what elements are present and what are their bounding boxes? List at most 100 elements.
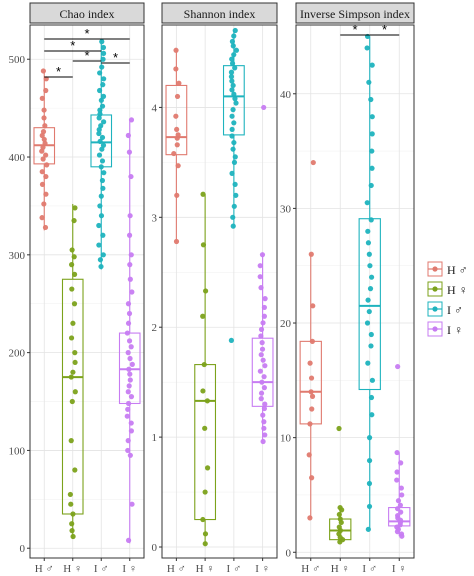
data-point — [307, 421, 313, 427]
data-point — [230, 146, 236, 152]
data-point — [126, 366, 132, 372]
data-point — [72, 467, 78, 473]
data-point — [72, 389, 78, 395]
data-point — [67, 491, 73, 498]
data-point — [126, 149, 133, 155]
data-point — [261, 304, 268, 311]
data-point — [364, 320, 371, 326]
data-point — [176, 80, 182, 86]
data-point — [394, 449, 400, 456]
data-point — [229, 60, 236, 67]
data-point — [200, 388, 206, 394]
data-point — [127, 452, 133, 458]
data-point — [127, 262, 133, 268]
y-tick-label: 400 — [9, 152, 26, 164]
x-tick-label: I ♀ — [122, 563, 137, 575]
data-point — [230, 214, 236, 220]
strip-header — [29, 2, 145, 24]
data-point — [40, 68, 46, 74]
data-point — [200, 313, 206, 319]
data-point — [366, 79, 372, 85]
data-point — [99, 177, 106, 184]
box-group-3 — [358, 33, 381, 532]
data-point — [128, 252, 134, 258]
data-point — [129, 361, 135, 367]
data-point — [336, 425, 342, 432]
data-point — [399, 492, 405, 498]
data-point — [230, 43, 236, 49]
data-point — [232, 181, 238, 187]
data-point — [228, 74, 235, 80]
data-point — [395, 498, 402, 504]
data-point — [40, 144, 46, 150]
data-point — [308, 389, 314, 395]
data-point — [127, 371, 133, 377]
data-point — [72, 350, 78, 356]
data-point — [175, 132, 181, 138]
data-point — [97, 111, 103, 117]
data-point — [97, 87, 103, 94]
data-point — [262, 363, 268, 369]
data-point — [261, 104, 267, 111]
plot-background — [296, 25, 414, 558]
y-tick-label: 20 — [280, 318, 292, 330]
legend-label: I ♀ — [447, 323, 463, 337]
box-group-4 — [388, 363, 411, 539]
legend-label: H ♀ — [447, 283, 468, 297]
data-point — [258, 285, 264, 291]
data-point — [258, 326, 265, 333]
data-point — [101, 76, 107, 82]
x-tick-label: I ♂ — [94, 563, 109, 575]
data-point — [368, 331, 374, 338]
legend-item-2: H ♀ — [427, 281, 468, 297]
data-point — [397, 502, 403, 508]
data-point — [127, 377, 133, 383]
data-point — [230, 223, 236, 229]
data-point — [229, 87, 235, 93]
data-point — [128, 117, 135, 123]
data-point — [230, 107, 236, 113]
data-point — [72, 359, 78, 366]
box-iqr — [165, 84, 188, 156]
data-point — [261, 405, 268, 412]
data-point — [125, 132, 131, 139]
data-point — [204, 465, 211, 471]
data-point — [365, 360, 371, 366]
data-point — [261, 313, 267, 319]
data-point — [336, 511, 342, 518]
data-point — [369, 148, 375, 154]
data-point — [127, 213, 133, 219]
legend-item-3: I ♂ — [427, 301, 463, 317]
data-point — [69, 286, 75, 292]
data-point — [98, 97, 104, 103]
data-point — [39, 148, 45, 154]
data-point — [99, 158, 106, 164]
data-point — [398, 485, 404, 491]
data-point — [100, 142, 107, 148]
data-point — [39, 215, 45, 221]
data-point — [309, 406, 315, 412]
data-point — [369, 114, 375, 120]
data-point — [366, 503, 373, 510]
data-point — [40, 156, 46, 162]
data-point — [203, 288, 209, 294]
data-point — [368, 394, 375, 401]
panel-border — [29, 24, 145, 559]
data-point — [394, 469, 400, 475]
data-point — [100, 93, 107, 99]
data-point — [125, 389, 131, 395]
y-tick-label: 0 — [20, 543, 26, 555]
data-point — [368, 343, 374, 349]
data-point — [201, 361, 207, 368]
data-point — [228, 69, 235, 75]
data-point — [174, 192, 180, 198]
data-point — [229, 38, 236, 45]
data-point — [229, 133, 235, 139]
data-point — [125, 406, 131, 412]
data-point — [125, 350, 131, 356]
y-tick-label: 300 — [9, 250, 26, 262]
data-point — [125, 301, 132, 307]
data-point — [71, 301, 78, 307]
data-point — [100, 56, 106, 62]
